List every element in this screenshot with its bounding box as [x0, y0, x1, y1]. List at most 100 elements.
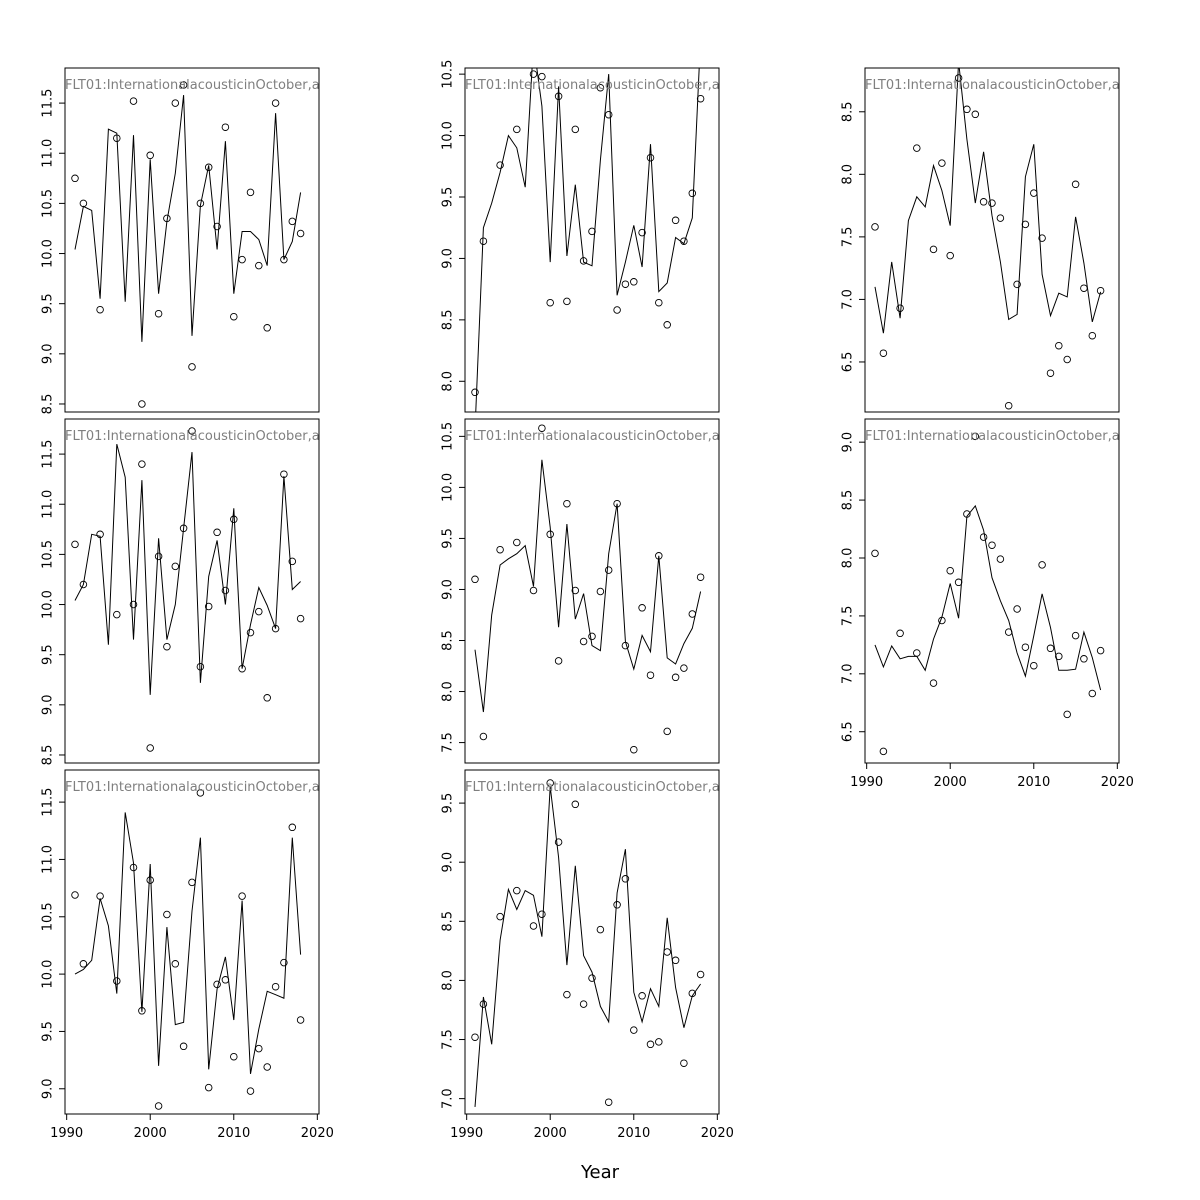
- data-point: [1088, 689, 1097, 698]
- panel-title-group: FLT01:InternationalacousticinOctober,ac: [65, 429, 319, 444]
- panel-title-group: FLT01:InternationalacousticinOctober,ac: [865, 78, 1119, 93]
- data-point: [646, 153, 655, 162]
- data-point: [138, 460, 146, 468]
- data-point: [871, 549, 879, 558]
- y-tick-label: 9.5: [441, 528, 456, 549]
- data-point: [1096, 646, 1105, 655]
- panel-marks: [471, 424, 705, 754]
- data-point: [255, 261, 263, 270]
- data-point: [204, 163, 213, 172]
- plot-frame: [64, 769, 320, 1115]
- data-point: [638, 992, 646, 1000]
- data-point: [496, 912, 504, 921]
- data-point: [1088, 331, 1097, 340]
- y-tick-label: 9.0: [441, 248, 456, 269]
- data-point: [621, 641, 630, 650]
- data-point: [230, 1052, 238, 1061]
- data-point: [563, 990, 571, 999]
- data-point: [663, 321, 671, 329]
- data-point: [913, 144, 921, 152]
- data-point: [554, 657, 563, 665]
- data-point: [538, 424, 546, 432]
- data-point: [296, 229, 305, 238]
- data-point: [71, 891, 79, 899]
- x-tick-label: 2000: [134, 1126, 167, 1141]
- y-tick-label: 9.5: [441, 793, 456, 814]
- x-tick-label: 2010: [617, 1126, 650, 1141]
- data-point: [680, 237, 688, 245]
- data-point: [238, 892, 246, 900]
- y-tick-label: 9.0: [41, 694, 56, 715]
- y-tick-label: 8.5: [41, 394, 56, 415]
- y-tick-label: 9.0: [41, 1078, 56, 1099]
- x-tick-label: 2000: [934, 775, 967, 790]
- series-line: [475, 68, 700, 412]
- data-point: [479, 237, 488, 245]
- data-point: [621, 280, 630, 288]
- x-tick-label: 1990: [850, 775, 883, 790]
- data-point: [79, 580, 88, 589]
- data-point: [655, 1038, 663, 1046]
- data-point: [613, 901, 621, 909]
- data-point: [938, 616, 946, 625]
- data-point: [1096, 286, 1105, 295]
- data-point: [271, 624, 280, 633]
- data-point: [221, 586, 230, 595]
- data-point: [171, 99, 180, 107]
- panel-title: FLT01:InternationalacousticinOctober,ac: [465, 429, 727, 444]
- data-point: [879, 747, 888, 756]
- x-tick-label: 1990: [50, 1126, 83, 1141]
- data-point: [296, 614, 305, 623]
- data-point: [696, 94, 705, 103]
- data-point: [546, 298, 554, 307]
- series-line: [874, 68, 1102, 334]
- data-point: [246, 188, 255, 197]
- data-point: [213, 980, 221, 989]
- y-tick-label: 10.5: [441, 422, 456, 451]
- data-point: [671, 216, 680, 225]
- x-tick-label: 2020: [701, 1126, 734, 1141]
- data-point: [1004, 628, 1013, 636]
- data-point: [288, 823, 297, 832]
- y-tick-label: 11.5: [41, 788, 56, 817]
- data-point: [655, 552, 663, 560]
- data-point: [655, 298, 663, 307]
- data-point: [146, 876, 154, 884]
- y-tick-label: 8.5: [441, 911, 456, 932]
- y-tick-label: 7.0: [841, 289, 856, 310]
- data-point: [113, 977, 121, 985]
- data-point: [1080, 655, 1088, 663]
- data-point: [213, 528, 221, 537]
- panel-title-group: FLT01:InternationalacousticinOctober,ac: [65, 780, 319, 795]
- panels-group: 8.5 9.0 9.5 10.0 10.5 11.0 11.5 FLT01:Internati…: [41, 60, 1134, 1141]
- data-point: [538, 910, 546, 918]
- data-point: [129, 863, 138, 872]
- y-tick-label: 8.0: [841, 548, 856, 569]
- data-point: [571, 800, 580, 809]
- data-point: [596, 925, 605, 934]
- panel-title: FLT01:InternationalacousticinOctober,ac: [65, 78, 327, 93]
- data-point: [179, 524, 188, 533]
- data-point: [280, 958, 288, 967]
- y-tick-label: 10.0: [41, 590, 56, 619]
- data-point: [1046, 644, 1055, 653]
- y-tick-label: 8.5: [441, 310, 456, 331]
- data-point: [546, 779, 554, 787]
- data-point: [554, 92, 563, 101]
- panel-marks: [471, 68, 705, 412]
- y-tick-label: 8.0: [441, 681, 456, 702]
- data-point: [246, 628, 255, 637]
- y-tick-label: 10.0: [441, 121, 456, 150]
- plot-frame: [464, 769, 720, 1115]
- series-line: [74, 443, 301, 695]
- panel-marks: [71, 81, 305, 408]
- y-tick-label: 10.0: [41, 239, 56, 268]
- data-point: [630, 278, 638, 286]
- panel-marks: [471, 779, 705, 1107]
- panel-title-group: FLT01:InternationalacousticinOctober,ac: [465, 429, 727, 444]
- y-tick-label: 9.0: [441, 579, 456, 600]
- data-point: [263, 324, 271, 332]
- panel-title-group: FLT01:InternationalacousticinOctober,ac: [865, 429, 1119, 444]
- data-point: [546, 530, 554, 539]
